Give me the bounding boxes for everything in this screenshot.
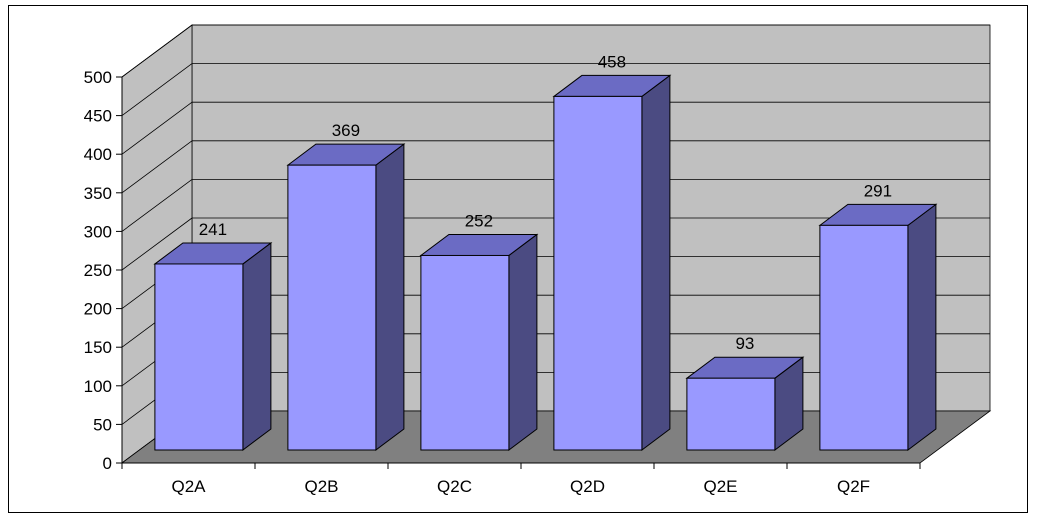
y-tick-label: 250 (84, 261, 112, 280)
x-tick-label: Q2A (171, 477, 206, 496)
gridline (121, 140, 193, 194)
x-tick-label: Q2E (703, 477, 737, 496)
bar-side (641, 74, 671, 451)
x-tick-label: Q2B (304, 477, 338, 496)
data-label: 93 (735, 334, 754, 353)
x-tick-label: Q2C (437, 477, 472, 496)
bar-side (907, 203, 937, 451)
data-label: 252 (465, 211, 493, 230)
y-tick-label: 100 (84, 377, 112, 396)
gridline (121, 179, 193, 232)
y-tick-label: 350 (84, 184, 112, 203)
bar-front (154, 263, 244, 451)
bar-front (553, 95, 643, 451)
y-tick-label: 450 (84, 107, 112, 126)
bar-side (375, 143, 405, 451)
gridline (121, 24, 193, 78)
axes (116, 76, 921, 469)
y-tick-label: 500 (84, 68, 112, 87)
bar-front (819, 224, 909, 451)
bar-q2d (552, 74, 672, 451)
data-label: 241 (199, 220, 227, 239)
y-tick-labels: 0 50 100 150 200 250 300 350 400 450 500 (84, 68, 112, 473)
x-tick-label: Q2D (570, 477, 605, 496)
gridline (121, 217, 193, 271)
x-tick-label: Q2F (837, 477, 870, 496)
bar-q2c (419, 233, 539, 451)
bar-front (686, 377, 776, 451)
data-label: 369 (332, 121, 360, 140)
bar-front (420, 254, 510, 451)
bar-q2f (818, 203, 938, 451)
y-tick-label: 400 (84, 145, 112, 164)
bar-side (508, 233, 538, 451)
bar-q2e (685, 356, 805, 451)
bar-q2a (153, 241, 273, 451)
y-tick-label: 300 (84, 222, 112, 241)
data-label: 458 (598, 52, 626, 71)
gridline (121, 63, 193, 116)
gridline (121, 101, 193, 155)
data-label: 291 (864, 181, 892, 200)
bar-front (287, 164, 377, 451)
bar-side (242, 241, 272, 451)
x-tick-labels: Q2A Q2B Q2C Q2D Q2E Q2F (171, 477, 870, 496)
data-labels: 241 369 252 458 93 291 (199, 52, 892, 353)
bar-q2b (286, 143, 406, 451)
y-tick-label: 50 (93, 415, 112, 434)
y-tick-label: 150 (84, 338, 112, 357)
y-tick-label: 200 (84, 300, 112, 319)
bars (153, 74, 938, 451)
y-tick-label: 0 (103, 454, 112, 473)
